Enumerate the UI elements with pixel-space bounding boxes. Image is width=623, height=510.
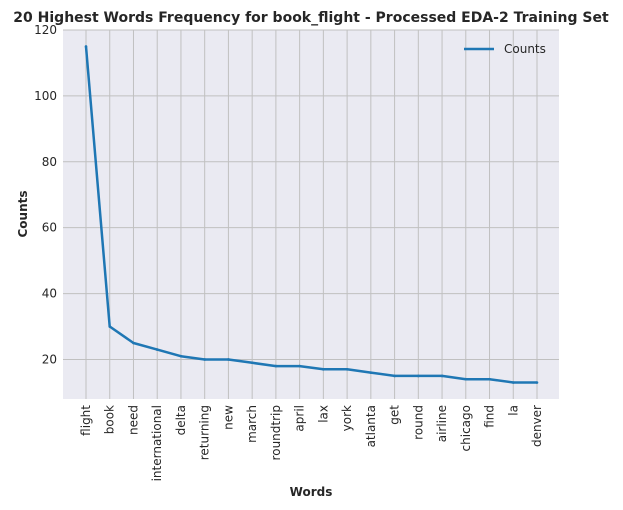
- data-point: [417, 374, 420, 378]
- data-point: [345, 368, 349, 371]
- data-point: [250, 361, 254, 365]
- series-line-counts: [84, 46, 537, 384]
- x-tick-label: chicago: [459, 405, 473, 451]
- data-point: [179, 354, 183, 358]
- y-tick-label: 40: [42, 287, 57, 301]
- data-point: [511, 381, 515, 384]
- data-point: [155, 348, 159, 351]
- x-tick-label: delta: [174, 405, 188, 435]
- data-point: [369, 371, 373, 374]
- data-point: [535, 381, 539, 384]
- chart-title: 20 Highest Words Frequency for book_flig…: [13, 10, 609, 26]
- data-point: [132, 341, 135, 345]
- y-tick-label: 60: [42, 221, 57, 235]
- y-tick-label: 120: [34, 23, 57, 37]
- x-tick-label: york: [340, 405, 354, 431]
- x-tick-label: atlanta: [364, 405, 378, 447]
- x-tick-label: roundtrip: [269, 405, 283, 460]
- x-tick-label: new: [221, 405, 235, 430]
- data-point: [464, 377, 468, 381]
- y-tick-label: 20: [42, 352, 57, 366]
- y-ticks: 20 40 60 80 100 120: [34, 23, 57, 366]
- x-tick-label: la: [506, 405, 520, 416]
- x-tick-label: find: [483, 405, 497, 428]
- x-tick-label: denver: [530, 405, 544, 447]
- x-ticks: flight book need international delta returnin…: [79, 405, 544, 482]
- x-axis-label: Words: [290, 485, 333, 499]
- data-point: [393, 374, 396, 378]
- data-point: [84, 45, 88, 48]
- y-tick-label: 100: [34, 89, 57, 103]
- x-tick-label: get: [388, 405, 402, 425]
- grid: [63, 29, 559, 399]
- data-point: [488, 377, 491, 381]
- data-point: [274, 364, 278, 368]
- x-tick-label: march: [245, 405, 259, 443]
- data-point: [108, 325, 112, 328]
- x-tick-label: april: [293, 405, 307, 432]
- legend: Counts: [464, 42, 546, 56]
- x-tick-label: book: [103, 405, 117, 434]
- data-point: [298, 364, 301, 368]
- x-tick-label: need: [126, 405, 140, 435]
- x-tick-label: returning: [198, 405, 212, 460]
- data-point: [203, 358, 206, 361]
- plot-area: [63, 30, 559, 399]
- y-tick-label: 80: [42, 155, 57, 169]
- data-point: [440, 374, 444, 378]
- data-point: [227, 358, 230, 361]
- x-tick-label: round: [411, 405, 425, 440]
- legend-label: Counts: [504, 42, 546, 56]
- x-tick-label: airline: [435, 405, 449, 442]
- y-axis-label: Counts: [16, 190, 30, 237]
- x-tick-label: lax: [316, 405, 330, 423]
- x-tick-label: international: [150, 405, 164, 481]
- data-point: [322, 368, 325, 371]
- series: [84, 45, 539, 384]
- x-tick-label: flight: [79, 405, 93, 436]
